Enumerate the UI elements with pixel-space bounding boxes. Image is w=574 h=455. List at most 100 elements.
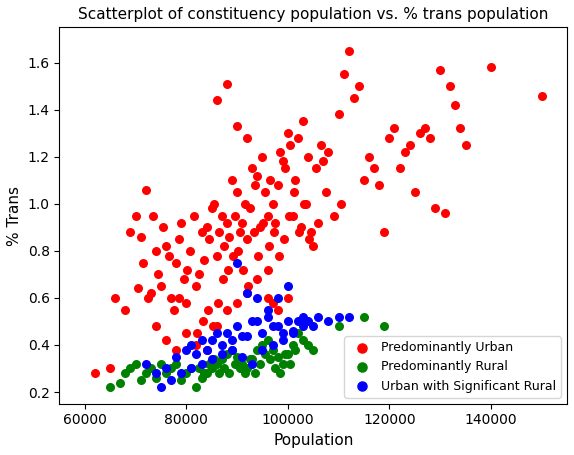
Predominantly Urban: [239, 266, 248, 273]
Predominantly Urban: [183, 266, 192, 273]
Predominantly Urban: [222, 306, 231, 313]
Urban with Significant Rural: [334, 313, 343, 320]
Predominantly Rural: [151, 374, 160, 382]
Urban with Significant Rural: [161, 365, 170, 372]
Urban with Significant Rural: [243, 332, 252, 339]
Predominantly Urban: [220, 243, 229, 250]
Predominantly Urban: [400, 148, 409, 156]
Urban with Significant Rural: [313, 313, 323, 320]
Predominantly Urban: [222, 80, 231, 87]
Predominantly Urban: [121, 306, 130, 313]
Predominantly Rural: [273, 353, 282, 360]
Urban with Significant Rural: [248, 360, 257, 368]
Urban with Significant Rural: [202, 346, 211, 353]
Predominantly Urban: [202, 346, 211, 353]
Predominantly Rural: [195, 365, 204, 372]
Predominantly Urban: [321, 188, 331, 196]
Predominantly Rural: [288, 341, 297, 349]
Predominantly Urban: [281, 165, 290, 172]
Predominantly Rural: [199, 369, 208, 377]
Predominantly Rural: [215, 369, 224, 377]
Predominantly Urban: [284, 212, 293, 219]
Predominantly Rural: [268, 346, 277, 353]
Predominantly Urban: [254, 252, 263, 259]
Predominantly Rural: [121, 369, 130, 377]
Predominantly Rural: [225, 369, 234, 377]
Predominantly Urban: [461, 142, 470, 149]
Predominantly Rural: [238, 360, 247, 368]
Predominantly Rural: [379, 323, 389, 330]
Predominantly Rural: [258, 341, 267, 349]
Predominantly Urban: [186, 247, 195, 254]
Predominantly Rural: [265, 355, 274, 363]
Predominantly Urban: [276, 148, 285, 156]
Predominantly Urban: [232, 122, 242, 130]
Predominantly Urban: [319, 158, 328, 165]
Predominantly Rural: [240, 369, 249, 377]
Predominantly Urban: [283, 130, 292, 137]
Predominantly Urban: [359, 177, 369, 184]
Urban with Significant Rural: [232, 323, 242, 330]
Predominantly Urban: [235, 228, 244, 236]
Predominantly Urban: [336, 200, 346, 207]
Predominantly Urban: [245, 205, 254, 212]
Predominantly Urban: [258, 153, 267, 160]
Predominantly Urban: [166, 294, 176, 302]
Predominantly Rural: [210, 355, 219, 363]
Predominantly Urban: [305, 235, 314, 243]
Predominantly Urban: [311, 165, 320, 172]
Predominantly Urban: [274, 252, 284, 259]
Predominantly Urban: [199, 257, 208, 264]
Predominantly Urban: [203, 306, 212, 313]
Predominantly Urban: [193, 329, 202, 337]
Predominantly Rural: [281, 351, 290, 358]
Urban with Significant Rural: [156, 384, 165, 391]
Predominantly Rural: [230, 360, 239, 368]
Predominantly Urban: [253, 172, 262, 179]
Predominantly Urban: [217, 212, 226, 219]
Predominantly Urban: [189, 212, 199, 219]
Urban with Significant Rural: [217, 341, 226, 349]
Predominantly Urban: [144, 294, 153, 302]
Predominantly Rural: [291, 346, 300, 353]
Predominantly Rural: [217, 355, 226, 363]
Predominantly Urban: [395, 165, 404, 172]
Predominantly Urban: [385, 134, 394, 142]
Predominantly Urban: [243, 235, 252, 243]
Predominantly Rural: [227, 346, 236, 353]
Predominantly Urban: [141, 186, 150, 193]
Predominantly Urban: [179, 275, 188, 283]
Urban with Significant Rural: [248, 318, 257, 325]
Predominantly Urban: [420, 125, 429, 132]
Predominantly Urban: [151, 323, 160, 330]
Legend: Predominantly Urban, Predominantly Rural, Urban with Significant Rural: Predominantly Urban, Predominantly Rural…: [344, 336, 561, 398]
Predominantly Urban: [289, 188, 298, 196]
Predominantly Urban: [208, 323, 218, 330]
Predominantly Urban: [207, 205, 216, 212]
Urban with Significant Rural: [298, 323, 308, 330]
Predominantly Rural: [283, 351, 292, 358]
Urban with Significant Rural: [207, 337, 216, 344]
Predominantly Urban: [240, 200, 249, 207]
Urban with Significant Rural: [273, 294, 282, 302]
Predominantly Rural: [212, 360, 222, 368]
Predominantly Urban: [199, 318, 208, 325]
Urban with Significant Rural: [258, 346, 267, 353]
Predominantly Urban: [182, 329, 191, 337]
Predominantly Urban: [375, 181, 384, 188]
Predominantly Rural: [359, 313, 369, 320]
Predominantly Rural: [172, 360, 181, 368]
Urban with Significant Rural: [222, 329, 231, 337]
Predominantly Urban: [364, 153, 374, 160]
Predominantly Rural: [220, 365, 229, 372]
Urban with Significant Rural: [253, 318, 262, 325]
Urban with Significant Rural: [278, 329, 288, 337]
Predominantly Urban: [192, 283, 201, 290]
Predominantly Rural: [207, 365, 216, 372]
Predominantly Urban: [174, 294, 183, 302]
Predominantly Urban: [156, 283, 165, 290]
Predominantly Urban: [255, 224, 265, 231]
Predominantly Urban: [146, 289, 156, 297]
Predominantly Urban: [133, 285, 142, 292]
Predominantly Urban: [445, 82, 455, 90]
